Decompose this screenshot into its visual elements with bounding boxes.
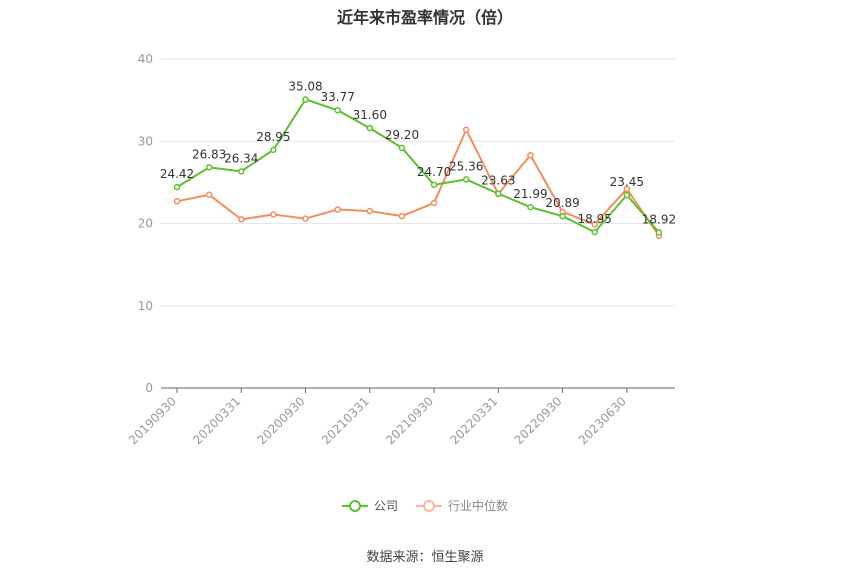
- data-point: [430, 199, 438, 207]
- series-line: [176, 98, 660, 234]
- y-tick-label: 10: [138, 299, 153, 313]
- chart-title: 近年来市盈率情况（倍）: [336, 8, 513, 27]
- data-label: 25.36: [449, 159, 483, 173]
- data-label: 29.20: [385, 128, 419, 142]
- axes: 0 10 20 30 40 20190930 20200331 20200930 2021033…: [126, 52, 675, 447]
- data-label: 23.63: [481, 174, 515, 188]
- y-tick-label: 20: [138, 217, 153, 231]
- y-tick-label: 30: [138, 134, 153, 148]
- data-point: [591, 228, 598, 236]
- line-chart: 0 10 20 30 40 20190930 20200331 20200930 2021033…: [126, 52, 676, 447]
- data-point: [655, 229, 663, 236]
- data-point: [623, 185, 631, 193]
- data-point: [205, 164, 213, 171]
- data-point: [205, 191, 213, 198]
- series-line: [176, 128, 660, 237]
- data-label: 31.60: [353, 108, 387, 122]
- data-point: [173, 183, 181, 191]
- data-point: [527, 151, 534, 159]
- y-tick-label: 0: [145, 381, 153, 395]
- data-source-note: 数据来源：恒生聚源: [366, 550, 484, 565]
- data-point: [398, 212, 406, 220]
- data-point: [366, 124, 374, 132]
- legend-item-company[interactable]: 公司: [341, 497, 398, 514]
- data-point: [238, 168, 245, 175]
- data-point: [173, 198, 181, 205]
- legend-company-marker-icon: [341, 499, 368, 512]
- data-label: 18.92: [642, 212, 676, 226]
- data-label: 20.89: [545, 196, 579, 210]
- data-label: 18.95: [578, 212, 612, 226]
- data-point: [495, 190, 502, 197]
- x-tick-label: 20220331: [447, 394, 500, 447]
- data-point: [398, 144, 406, 152]
- data-label: 24.42: [160, 167, 194, 181]
- legend-label-company: 公司: [373, 499, 398, 513]
- data-point: [302, 96, 309, 103]
- data-point: [462, 126, 470, 133]
- data-point: [238, 216, 245, 223]
- data-label: 23.45: [610, 175, 644, 189]
- x-tick-label: 20200331: [190, 394, 243, 447]
- x-tick-label: 20210930: [383, 394, 436, 447]
- data-label: 21.99: [513, 187, 547, 201]
- x-tick-label: 20220930: [512, 394, 565, 447]
- x-tick-label: 20210331: [319, 394, 372, 447]
- data-point: [591, 221, 598, 228]
- series-layer: [173, 96, 663, 240]
- data-point: [366, 207, 374, 215]
- legend-item-industry-median[interactable]: 行业中位数: [416, 497, 508, 514]
- data-point: [527, 203, 534, 211]
- grid-lines: [161, 58, 675, 307]
- legend: 公司 行业中位数: [0, 497, 850, 514]
- data-point: [334, 106, 341, 114]
- data-point: [623, 191, 631, 199]
- data-point: [430, 181, 438, 189]
- data-point: [559, 212, 566, 220]
- data-label: 35.08: [288, 79, 322, 93]
- data-label: 24.70: [417, 165, 451, 179]
- data-point: [302, 215, 309, 222]
- x-tick-label: 20200930: [255, 394, 308, 447]
- data-label: 28.95: [256, 130, 290, 144]
- data-point: [334, 206, 341, 213]
- data-label: 26.83: [192, 147, 226, 161]
- x-tick-label: 20190930: [126, 394, 179, 447]
- data-point: [270, 211, 277, 218]
- data-point: [462, 176, 470, 183]
- x-tick-label: 20230630: [576, 394, 629, 447]
- y-tick-label: 40: [138, 52, 153, 66]
- legend-industry-marker-icon: [416, 499, 442, 512]
- data-point: [270, 146, 277, 154]
- data-label: 33.77: [320, 90, 354, 104]
- data-label: 26.34: [224, 151, 258, 165]
- legend-label-industry-median: 行业中位数: [448, 499, 509, 513]
